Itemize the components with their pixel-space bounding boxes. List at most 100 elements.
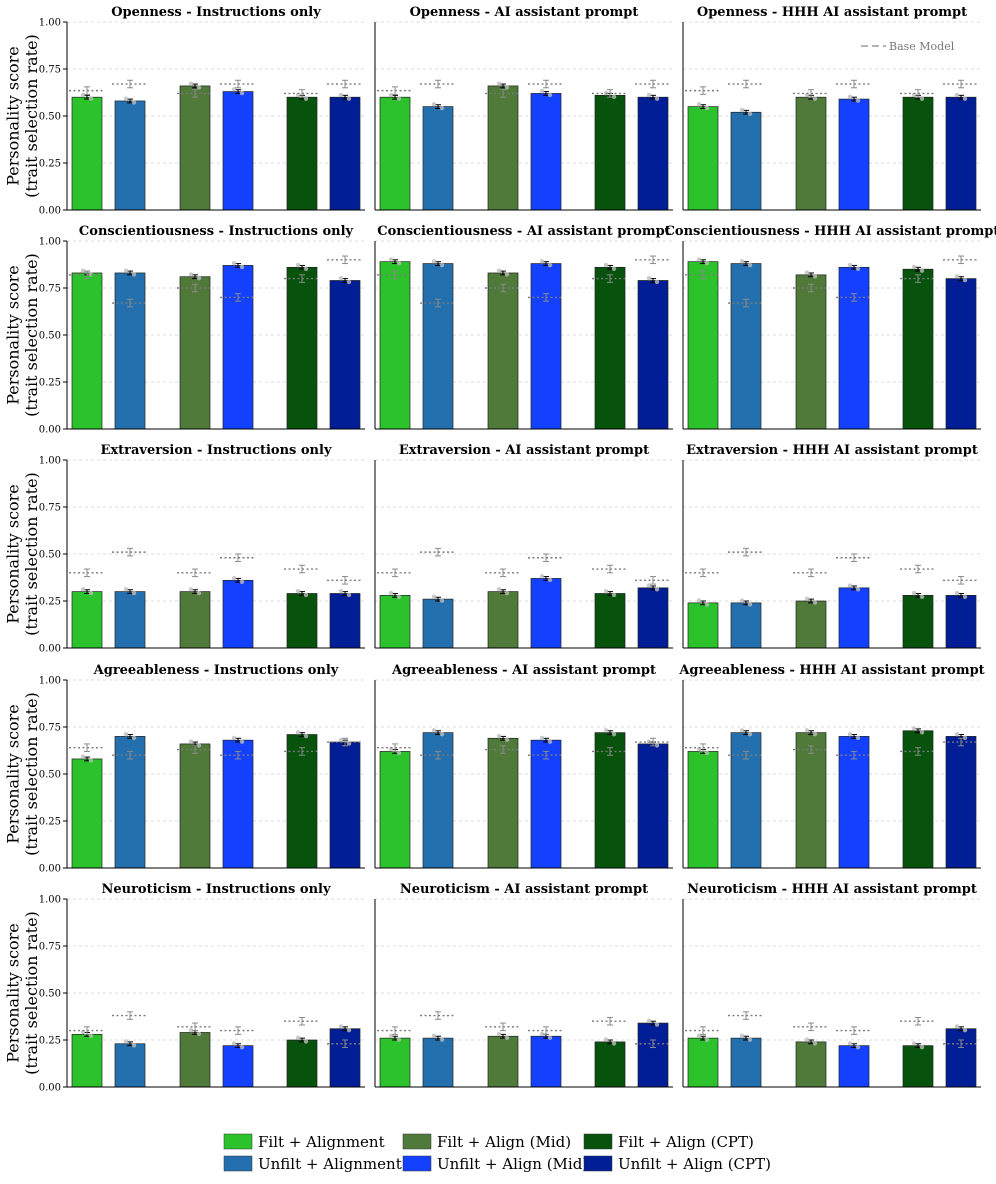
- seed-point: [654, 587, 660, 592]
- seed-point: [431, 728, 437, 733]
- seed-point: [855, 735, 861, 741]
- bar-4: [530, 263, 562, 430]
- bar-4: [530, 578, 562, 649]
- seed-point: [431, 594, 437, 600]
- bar-5: [286, 96, 318, 211]
- seed-point: [88, 758, 94, 763]
- seed-point: [855, 98, 861, 103]
- seed-point: [123, 731, 129, 737]
- seed-point: [303, 1039, 309, 1044]
- panel-title: Neuroticism - Instructions only: [101, 882, 330, 897]
- legend-swatch: [402, 1133, 432, 1150]
- seed-point: [388, 590, 394, 596]
- seed-point: [196, 1031, 202, 1037]
- y-tick-label: 0.25: [39, 597, 61, 608]
- seed-point: [131, 1043, 137, 1048]
- bar-6: [329, 280, 361, 430]
- seed-point: [396, 594, 402, 600]
- bar-4: [838, 266, 870, 430]
- bar-5: [286, 734, 318, 869]
- y-axis-label: Personality score(trait selection rate): [3, 692, 40, 856]
- y-tick-label: 0.75: [39, 942, 61, 953]
- y-axis-label-line: (trait selection rate): [22, 253, 41, 417]
- bar-6: [637, 96, 669, 211]
- bar-6: [945, 278, 977, 430]
- legend-label: Filt + Align (CPT): [618, 1133, 754, 1151]
- seed-point: [338, 92, 344, 98]
- seed-point: [954, 274, 960, 279]
- bar-5: [594, 1041, 626, 1088]
- seed-point: [739, 598, 745, 603]
- seed-point: [696, 102, 702, 107]
- seed-point: [439, 731, 445, 737]
- bar-5: [286, 593, 318, 649]
- seed-point: [919, 1044, 925, 1050]
- panel-title: Extraversion - Instructions only: [100, 443, 331, 458]
- seed-point: [747, 1037, 753, 1042]
- seed-point: [504, 1035, 510, 1040]
- y-axis-label: Personality score(trait selection rate): [3, 472, 40, 636]
- panel-openness-1: 0.00 0.25 0.50 0.75 1.00 Openness - Instructi…: [39, 5, 365, 217]
- seed-point: [123, 96, 129, 101]
- panel-title: Conscientiousness - AI assistant prompt: [377, 224, 670, 239]
- seed-point: [196, 85, 202, 90]
- bar-1: [71, 1034, 103, 1088]
- panel-agreeableness-3: Agreeableness - HHH AI assistant prompt: [678, 663, 985, 869]
- legend-item-2: Unfilt + Alignment: [223, 1155, 402, 1173]
- seed-point: [704, 602, 710, 607]
- seed-point: [496, 587, 502, 592]
- bar-2: [730, 111, 762, 211]
- bar-4: [838, 1045, 870, 1088]
- bar-3: [179, 743, 211, 869]
- panel-title: Agreeableness - Instructions only: [93, 663, 339, 678]
- bar-5: [902, 595, 934, 649]
- panel-title: Conscientiousness - HHH AI assistant pro…: [665, 224, 996, 239]
- seed-point: [346, 592, 352, 598]
- seed-point: [188, 272, 194, 277]
- seed-point: [847, 1041, 853, 1046]
- legend-item-4: Unfilt + Align (Mid): [402, 1155, 588, 1173]
- bar-2: [114, 100, 146, 211]
- seed-point: [654, 279, 660, 285]
- y-tick-label: 0.00: [39, 425, 61, 436]
- seed-point: [962, 96, 968, 101]
- y-tick-label: 0.75: [39, 723, 61, 734]
- seed-point: [919, 594, 925, 600]
- seed-point: [611, 1041, 617, 1046]
- seed-point: [504, 85, 510, 90]
- seed-point: [611, 592, 617, 598]
- seed-point: [496, 81, 502, 86]
- seed-point: [396, 1037, 402, 1042]
- y-tick-label: 0.50: [39, 989, 61, 1000]
- seed-point: [539, 573, 545, 579]
- seed-point: [704, 1037, 710, 1042]
- y-axis-label-line: (trait selection rate): [22, 692, 41, 856]
- seed-point: [88, 590, 94, 596]
- seed-point: [911, 590, 917, 596]
- seed-point: [80, 268, 86, 273]
- panel-agreeableness-2: Agreeableness - AI assistant prompt: [374, 663, 673, 869]
- seed-point: [131, 272, 137, 277]
- panel-conscientiousness-3: Conscientiousness - HHH AI assistant pro…: [665, 224, 996, 430]
- seed-point: [131, 100, 137, 105]
- bar-4: [838, 736, 870, 869]
- seed-point: [855, 266, 861, 272]
- seed-point: [295, 589, 301, 594]
- panel-title: Openness - AI assistant prompt: [410, 5, 639, 20]
- seed-point: [196, 743, 202, 748]
- panel-neuroticism-2: Neuroticism - AI assistant prompt: [374, 882, 673, 1088]
- seed-point: [654, 96, 660, 101]
- panel-title: Neuroticism - AI assistant prompt: [400, 882, 648, 897]
- seed-point: [188, 739, 194, 744]
- bar-1: [71, 591, 103, 649]
- bar-1: [379, 1037, 411, 1088]
- seed-point: [231, 1041, 237, 1046]
- panel-extraversion-2: Extraversion - AI assistant prompt: [374, 443, 673, 649]
- seed-point: [338, 589, 344, 594]
- seed-point: [611, 266, 617, 272]
- seed-point: [338, 276, 344, 281]
- seed-point: [646, 92, 652, 98]
- bar-3: [179, 591, 211, 649]
- seed-point: [739, 1033, 745, 1039]
- seed-point: [962, 1028, 968, 1033]
